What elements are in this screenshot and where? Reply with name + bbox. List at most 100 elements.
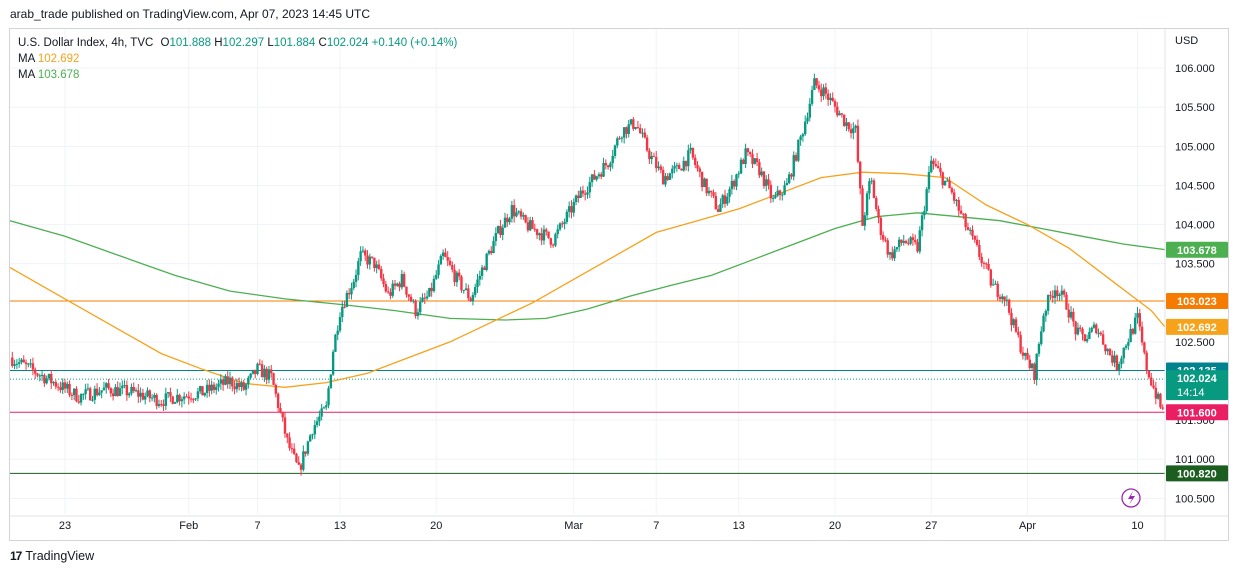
candle-body	[955, 200, 958, 202]
candle-body	[609, 163, 612, 168]
candle-body	[884, 239, 887, 241]
candle-body	[522, 215, 525, 217]
candle-body	[806, 117, 809, 122]
current-price-badge-label: 102.024	[1177, 373, 1218, 385]
footer-logo[interactable]: 17 TradingView	[10, 549, 94, 563]
candle-body	[421, 297, 424, 302]
candle-body	[902, 240, 905, 243]
candle-body	[558, 223, 562, 230]
candle-body	[1120, 358, 1123, 364]
candle-body	[334, 334, 337, 352]
candle-body	[100, 390, 103, 393]
candle-body	[1024, 352, 1027, 356]
candle-body	[1076, 327, 1080, 335]
candle-body	[407, 294, 410, 297]
candle-body	[249, 373, 252, 378]
candle-body	[973, 236, 976, 240]
candle-body	[971, 229, 974, 237]
candle-body	[1145, 352, 1148, 371]
candle-body	[1012, 319, 1015, 326]
candle-body	[982, 262, 986, 264]
legend-ma-slow[interactable]: MA 103.678	[18, 67, 457, 83]
candle-body	[804, 121, 807, 135]
candle-body	[664, 176, 667, 185]
candle-body	[43, 374, 46, 384]
candle-body	[24, 362, 28, 365]
candle-body	[63, 382, 67, 389]
candle-body	[1134, 317, 1137, 334]
candle-body	[412, 300, 415, 302]
candle-body	[687, 150, 690, 167]
candle-body	[865, 193, 869, 216]
candle-body	[877, 208, 880, 218]
candle-body	[1007, 299, 1011, 313]
alert-icon[interactable]	[1121, 488, 1141, 508]
candle-body	[728, 189, 731, 197]
candle-body	[423, 297, 426, 299]
ma-slow-value: 103.678	[37, 69, 80, 81]
legend-ma-fast[interactable]: MA 102.692	[18, 51, 457, 67]
candle-body	[50, 373, 53, 384]
candle-body	[1056, 290, 1059, 296]
candle-body	[584, 193, 587, 195]
ma-fast-badge-label: 102.692	[1177, 322, 1217, 334]
candle-body	[441, 252, 445, 257]
candle-body	[891, 252, 894, 259]
candle-body	[61, 382, 64, 390]
candle-body	[162, 404, 165, 406]
candle-body	[572, 202, 575, 213]
candle-body	[840, 113, 844, 115]
candle-body	[680, 168, 683, 171]
candle-body	[629, 119, 633, 125]
candle-body	[382, 278, 385, 284]
candle-body	[980, 256, 983, 263]
candle-body	[1017, 331, 1020, 336]
candle-body	[824, 87, 828, 94]
candle-body	[886, 240, 889, 255]
candle-body	[1140, 326, 1144, 343]
candle-body	[639, 127, 642, 134]
low-key: L	[267, 37, 274, 49]
candle-body	[762, 171, 766, 187]
candle-body	[56, 386, 60, 388]
candle-body	[751, 154, 754, 164]
candle-body	[82, 394, 85, 396]
candle-body	[205, 384, 209, 393]
candle-body	[15, 363, 19, 365]
legend-symbol-row: U.S. Dollar Index, 4h, TVC O101.888 H102…	[18, 35, 457, 51]
candle-body	[247, 377, 250, 385]
candle-body	[613, 145, 617, 156]
candle-body	[439, 256, 443, 265]
candle-body	[1161, 407, 1164, 409]
candle-body	[535, 229, 539, 236]
candle-body	[959, 210, 963, 214]
candle-body	[45, 378, 48, 384]
candle-body	[325, 405, 328, 408]
ma-slow-badge-label: 103.678	[1177, 245, 1217, 257]
candle-body	[281, 411, 284, 418]
candle-body	[1095, 324, 1098, 333]
candle-body	[416, 312, 420, 316]
candle-body	[1081, 328, 1084, 335]
candle-body	[707, 190, 711, 194]
candle-body	[996, 283, 999, 297]
candle-body	[732, 180, 736, 187]
candle-body	[1127, 342, 1130, 346]
candle-body	[914, 240, 917, 243]
time-tick-label: 20	[829, 520, 841, 532]
candle-body	[565, 211, 569, 222]
candle-body	[318, 416, 321, 422]
time-tick-label: 20	[430, 520, 442, 532]
candle-body	[817, 85, 821, 90]
candle-body	[160, 404, 163, 406]
candle-body	[861, 188, 864, 226]
candle-body	[311, 434, 314, 436]
candle-body	[506, 217, 509, 223]
candle-body	[343, 306, 346, 308]
time-tick-label: 27	[925, 520, 937, 532]
price-tick-label: 104.000	[1175, 220, 1215, 232]
candle-body	[189, 398, 193, 400]
candle-body	[897, 239, 901, 248]
candle-body	[1083, 334, 1086, 342]
